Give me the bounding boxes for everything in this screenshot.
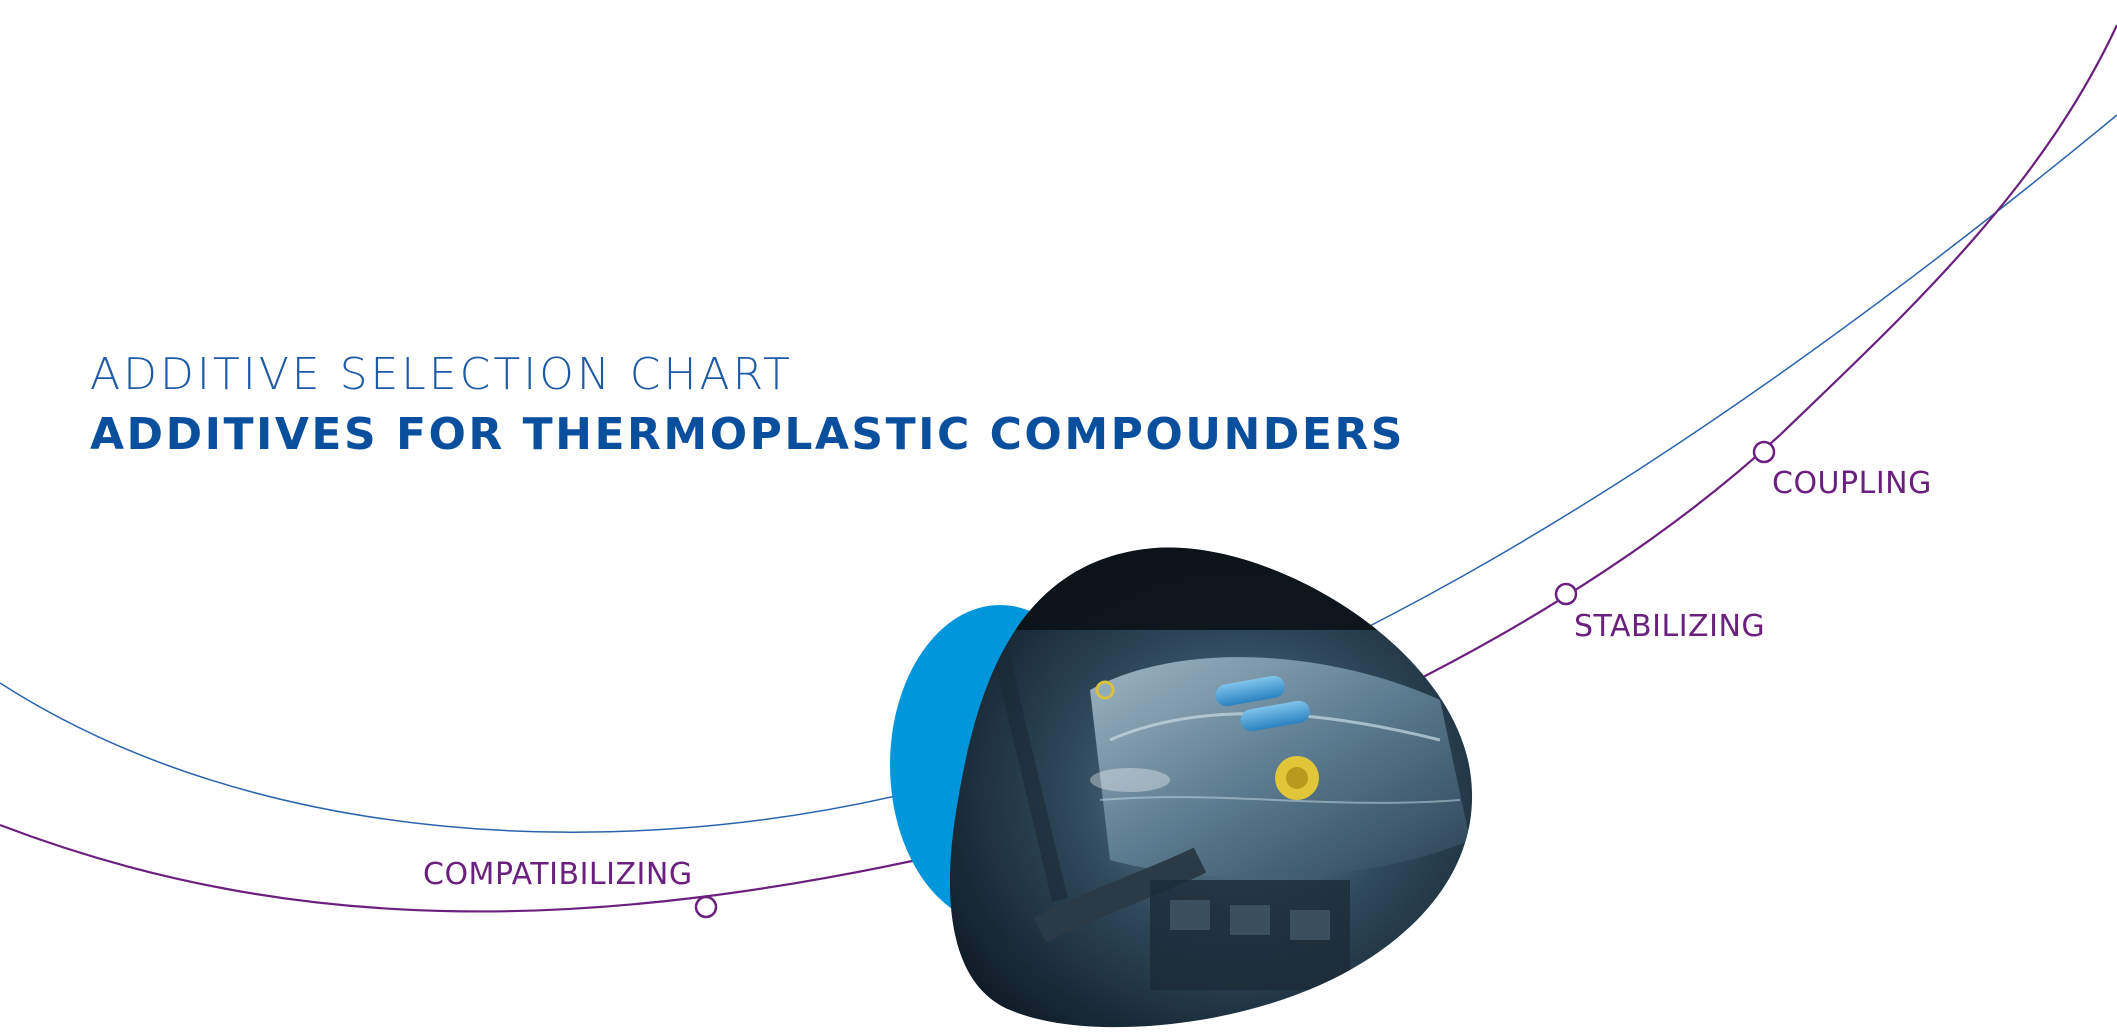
chart-subtitle: ADDITIVE SELECTION CHART: [90, 349, 793, 400]
marker-compatibilizing: [694, 895, 718, 919]
marker-stabilizing: [1554, 582, 1578, 606]
chart-title: ADDITIVES FOR THERMOPLASTIC COMPOUNDERS: [90, 409, 1405, 460]
marker-coupling: [1752, 440, 1776, 464]
engine-photo: [949, 547, 1473, 1028]
label-stabilizing: STABILIZING: [1574, 609, 1766, 644]
label-coupling: COUPLING: [1772, 466, 1932, 501]
label-compatibilizing: COMPATIBILIZING: [423, 857, 693, 892]
title-block: ADDITIVE SELECTION CHART ADDITIVES FOR T…: [90, 348, 1405, 464]
